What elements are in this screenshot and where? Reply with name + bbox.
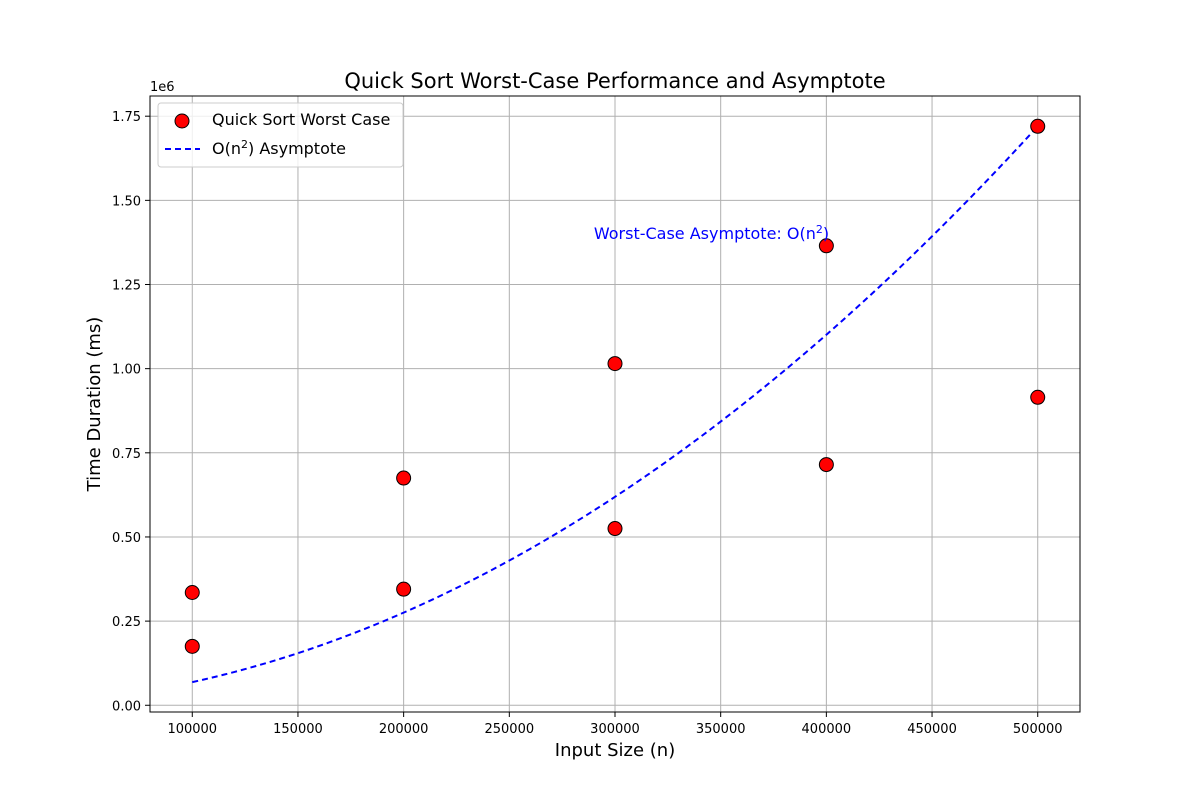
y-tick-label: 1.75 (112, 110, 141, 125)
x-tick-label: 150000 (273, 722, 323, 737)
y-tick-label: 0.25 (112, 615, 141, 630)
scatter-point (396, 470, 412, 486)
scatter-point (607, 356, 623, 372)
y-tick-label: 0.00 (112, 699, 141, 714)
scatter-point (396, 581, 412, 597)
y-tick-label: 1.00 (112, 363, 141, 378)
legend-label-asymptote-prefix: O(n (212, 139, 241, 158)
asymptote-line (192, 125, 1039, 684)
chart-title: Quick Sort Worst-Case Performance and As… (344, 69, 885, 93)
annotation-suffix: ) (823, 224, 829, 243)
legend-label-asymptote-superscript: 2 (241, 138, 248, 151)
scatter-point (1030, 118, 1046, 134)
scatter-point (818, 457, 834, 473)
x-tick-label: 500000 (1013, 722, 1063, 737)
legend-label-asymptote: O(n2) Asymptote (212, 138, 346, 159)
x-tick-label: 450000 (907, 722, 957, 737)
scatter-point (607, 521, 623, 537)
y-tick-label: 1.25 (112, 279, 141, 294)
y-tick-label: 0.75 (112, 447, 141, 462)
x-tick-label: 400000 (802, 722, 852, 737)
legend-scatter-marker (174, 113, 190, 129)
y-axis-offset-label: 1e6 (150, 80, 175, 95)
y-tick-label: 1.50 (112, 194, 141, 209)
asymptote-annotation: Worst-Case Asymptote: O(n2) (594, 223, 829, 244)
asymptote-layer (192, 125, 1039, 684)
scatter-points (184, 118, 1046, 654)
x-axis-label: Input Size (n) (555, 740, 675, 761)
scatter-point (1030, 389, 1046, 405)
x-tick-label: 250000 (484, 722, 534, 737)
scatter-point (184, 585, 200, 601)
legend-label-scatter: Quick Sort Worst Case (212, 110, 390, 129)
x-tick-label: 350000 (696, 722, 746, 737)
y-axis-label: Time Duration (ms) (84, 317, 105, 493)
x-tick-label: 100000 (167, 722, 217, 737)
x-tick-label: 300000 (590, 722, 640, 737)
scatter-point (184, 638, 200, 654)
y-axis-ticks: 0.00 0.25 0.50 0.75 1.00 1.25 1.50 1.75 (112, 110, 150, 714)
legend: Quick Sort Worst Case O(n2) Asymptote (157, 102, 404, 168)
x-axis-ticks: 100000 150000 200000 250000 300000 350000 4000… (167, 712, 1063, 737)
x-tick-label: 200000 (379, 722, 429, 737)
y-tick-label: 0.50 (112, 531, 141, 546)
annotation-superscript: 2 (816, 223, 823, 236)
legend-box (157, 102, 404, 168)
annotation-prefix: Worst-Case Asymptote: O(n (594, 224, 816, 243)
legend-label-asymptote-suffix: ) Asymptote (248, 139, 346, 158)
scatter-point (818, 238, 834, 254)
